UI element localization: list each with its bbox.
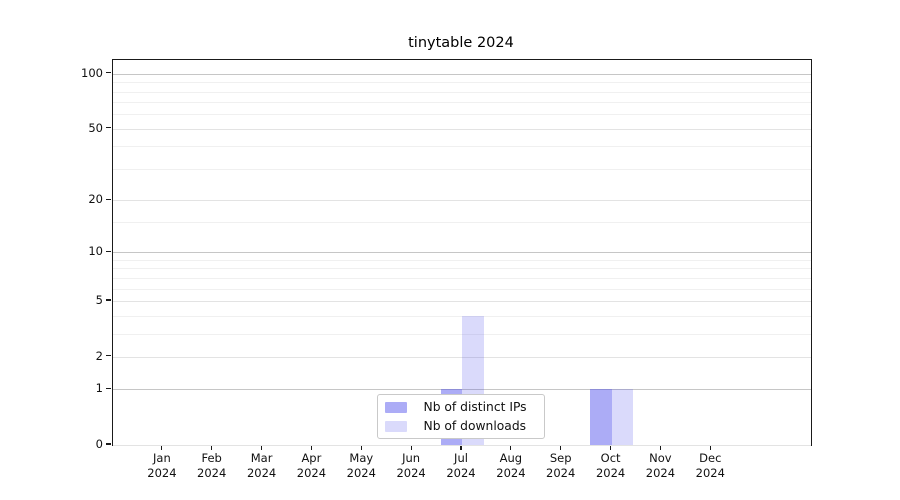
- bar-oct-nb-of-distinct-ips: [590, 389, 612, 445]
- y-tick-label-10: 10: [88, 244, 103, 259]
- gridline-50: [113, 128, 811, 130]
- gridline-minor: [113, 268, 811, 270]
- x-tick-label-jul: Jul 2024: [446, 451, 476, 480]
- bar-oct-nb-of-downloads: [611, 389, 634, 445]
- chart-title: tinytable 2024: [408, 35, 514, 51]
- y-tick-mark: [106, 72, 111, 74]
- gridline-0: [113, 445, 811, 446]
- gridline-1: [113, 389, 811, 391]
- x-tick-label-sep: Sep 2024: [546, 451, 576, 480]
- x-tick-mark: [709, 445, 711, 450]
- gridline-2: [113, 356, 811, 358]
- legend-swatch-downloads: [385, 421, 407, 432]
- x-tick-label-jan: Jan 2024: [147, 451, 177, 480]
- y-tick-mark: [106, 443, 111, 445]
- legend-item-distinct-ips: Nb of distinct IPs: [385, 401, 536, 414]
- y-tick-mark: [106, 127, 111, 129]
- gridline-minor: [113, 146, 811, 148]
- legend-item-downloads: Nb of downloads: [385, 420, 536, 433]
- gridline-5: [113, 300, 811, 302]
- x-tick-mark: [460, 445, 462, 450]
- gridline-minor: [113, 114, 811, 116]
- x-tick-mark: [260, 445, 263, 450]
- y-tick-mark: [106, 355, 111, 357]
- x-tick-label-oct: Oct 2024: [595, 451, 626, 480]
- gridline-minor: [113, 82, 811, 84]
- x-tick-mark: [211, 445, 213, 450]
- x-tick-label-dec: Dec 2024: [695, 451, 725, 480]
- gridline-minor: [113, 333, 811, 335]
- x-tick-mark: [410, 445, 412, 450]
- x-tick-mark: [360, 445, 362, 450]
- y-tick-mark: [106, 299, 111, 301]
- y-tick-label-1: 1: [95, 381, 103, 396]
- x-tick-label-nov: Nov 2024: [645, 451, 676, 480]
- gridline-minor: [113, 91, 811, 93]
- x-tick-label-apr: Apr 2024: [296, 451, 327, 480]
- x-tick-label-may: May 2024: [346, 451, 376, 480]
- gridline-20: [113, 200, 811, 202]
- y-tick-label-100: 100: [81, 65, 103, 80]
- x-tick-mark: [560, 445, 562, 450]
- gridline-minor: [113, 315, 811, 317]
- x-tick-label-feb: Feb 2024: [197, 451, 227, 480]
- legend-label-downloads: Nb of downloads: [423, 419, 527, 433]
- gridline-minor: [113, 222, 811, 223]
- x-tick-mark: [659, 445, 662, 450]
- y-axis-tick-labels: 0 1 2 5 10 20 50 100: [0, 59, 103, 451]
- x-tick-mark: [161, 445, 163, 450]
- legend-swatch-distinct-ips: [385, 402, 407, 413]
- gridline-minor: [113, 259, 811, 261]
- y-tick-label-0: 0: [95, 437, 103, 451]
- x-tick-mark: [609, 445, 612, 450]
- gridline-100: [113, 73, 811, 75]
- y-tick-mark: [106, 250, 111, 252]
- gridline-minor: [113, 102, 811, 104]
- x-tick-mark: [510, 445, 512, 450]
- y-tick-label-20: 20: [88, 192, 103, 207]
- x-tick-label-mar: Mar 2024: [246, 451, 277, 480]
- legend: Nb of distinct IPs Nb of downloads: [377, 394, 545, 439]
- x-axis-tick-labels: Jan 2024 Feb 2024 Mar 2024 Apr 2024 May 2024 Jun 20…: [112, 451, 810, 491]
- gridline-10: [113, 252, 811, 254]
- y-tick-label-2: 2: [95, 348, 103, 363]
- y-tick-label-50: 50: [88, 120, 103, 135]
- y-tick-mark: [106, 387, 111, 389]
- legend-label-distinct-ips: Nb of distinct IPs: [423, 400, 527, 414]
- x-tick-mark: [310, 445, 313, 450]
- plot-area: Nb of distinct IPs Nb of downloads: [112, 59, 812, 446]
- x-tick-label-jun: Jun 2024: [396, 451, 426, 480]
- y-tick-label-5: 5: [95, 292, 103, 307]
- gridline-minor: [113, 288, 811, 290]
- gridline-minor: [113, 168, 811, 170]
- x-tick-label-aug: Aug 2024: [496, 451, 526, 480]
- y-tick-mark: [106, 198, 111, 200]
- gridline-minor: [113, 277, 811, 279]
